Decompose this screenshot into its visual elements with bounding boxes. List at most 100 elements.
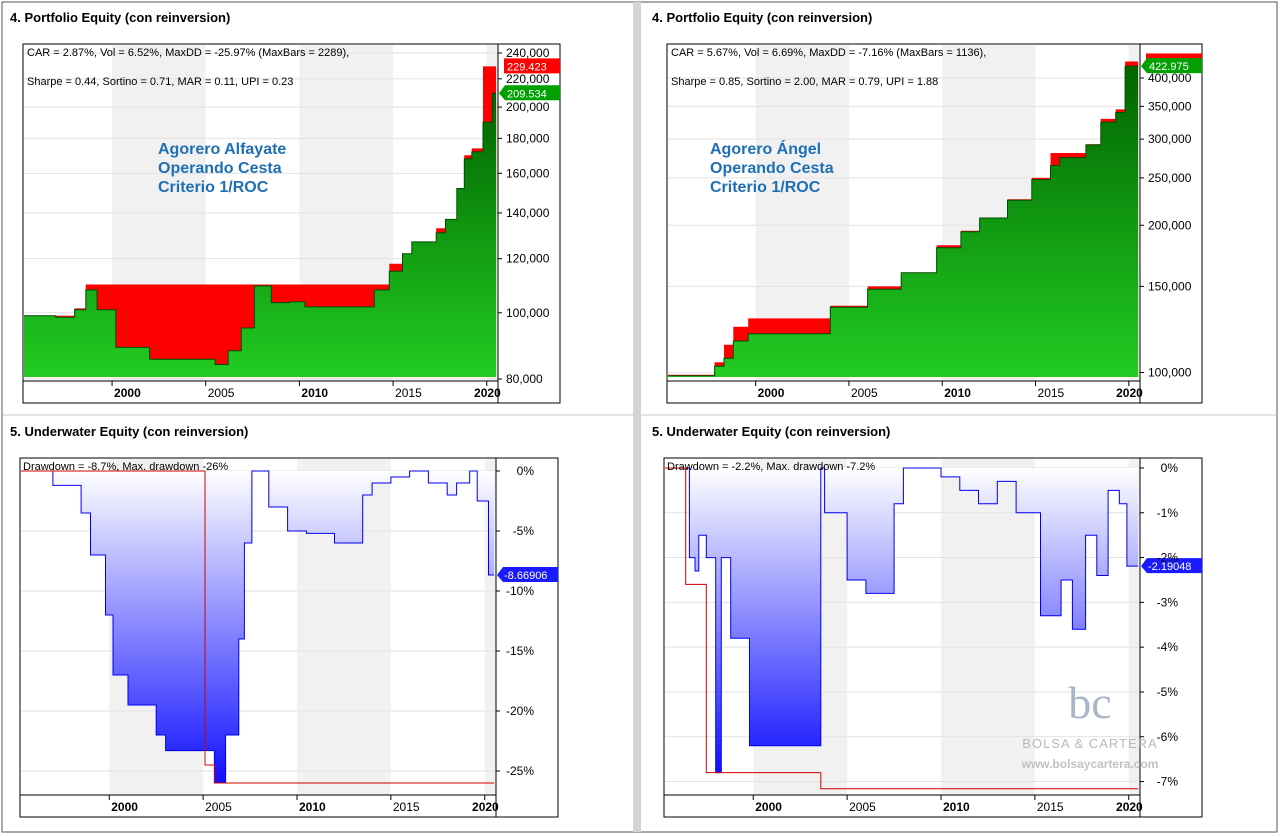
y-tick-label: 240,000 <box>506 46 550 60</box>
y-tick-label: -10% <box>506 584 534 598</box>
annotation-line: Operando Cesta <box>158 160 282 177</box>
drawdown-line <box>21 470 495 784</box>
watermark: bc BOLSA & CARTERA www.bolsaycartera.com <box>1010 677 1170 772</box>
panel-title: 5. Underwater Equity (con reinversion) <box>10 424 248 439</box>
y-tick-label: 0% <box>1161 461 1179 475</box>
x-tick-label: 2010 <box>944 386 971 400</box>
stats-line: Drawdown = -8.7%, Max. drawdown -26% <box>23 461 228 473</box>
drawdown-value-label: -8.66906 <box>504 570 547 582</box>
x-tick-label: 2010 <box>943 800 970 814</box>
drawdown-value-label: -2.19048 <box>1148 561 1191 573</box>
y-tick-label: -7% <box>1157 775 1179 789</box>
x-tick-label: 2020 <box>1116 386 1143 400</box>
drawdown-value-box <box>1141 558 1202 574</box>
x-tick-label: 2015 <box>1038 386 1065 400</box>
peak-value-marker: 229.423 <box>504 58 560 74</box>
equity-value-marker: 422.975 <box>1141 58 1202 74</box>
y-tick-label: 300,000 <box>1148 132 1192 146</box>
x-tick-label: 2005 <box>205 800 232 814</box>
peak-value-label: 229.423 <box>507 61 547 73</box>
x-tick-label: 2005 <box>208 386 235 400</box>
y-tick-label: 200,000 <box>506 100 550 114</box>
watermark-url: www.bolsaycartera.com <box>1021 757 1159 771</box>
y-tick-label: 120,000 <box>506 252 550 266</box>
panel-title: 5. Underwater Equity (con reinversion) <box>652 424 890 439</box>
x-tick-label: 2000 <box>758 386 785 400</box>
y-tick-label: -2% <box>1157 551 1179 565</box>
y-tick-label: 80,000 <box>506 372 543 386</box>
chart-panel-1: 4. Portfolio Equity (con reinversion) CAR… <box>10 10 561 404</box>
equity-value-box <box>499 85 560 101</box>
x-tick-label: 2010 <box>301 386 328 400</box>
y-tick-label: -25% <box>506 764 534 778</box>
y-tick-label: -15% <box>506 644 534 658</box>
x-tick-label: 2005 <box>849 800 876 814</box>
year-band <box>940 459 1035 795</box>
equity-area <box>24 93 497 378</box>
watermark-logo: bc <box>1068 677 1112 728</box>
annotation-line: Criterio 1/ROC <box>710 179 821 196</box>
max-drawdown-line <box>665 467 1139 790</box>
x-tick-label: 2020 <box>1116 800 1143 814</box>
y-tick-label: 100,000 <box>1148 366 1192 380</box>
equity-value-label: 209.534 <box>507 88 547 100</box>
stats-line-1: CAR = 2.87%, Vol = 6.52%, MaxDD = -25.97… <box>27 47 349 59</box>
equity-area <box>668 66 1139 377</box>
y-tick-label: -5% <box>513 524 535 538</box>
x-tick-label: 2015 <box>395 386 422 400</box>
x-tick-label: 2000 <box>114 386 141 400</box>
annotation-line: Criterio 1/ROC <box>158 179 269 196</box>
drawdown-line <box>665 467 1139 774</box>
chart-panel-3: 5. Underwater Equity (con reinversion) Dr… <box>10 424 559 818</box>
equity-value-box <box>1141 58 1202 74</box>
y-tick-label: 0% <box>517 464 535 478</box>
stats-line-2: Sharpe = 0.85, Sortino = 2.00, MAR = 0.7… <box>671 76 938 88</box>
y-tick-label: 220,000 <box>506 72 550 86</box>
equity-line <box>24 92 497 365</box>
y-tick-label: 180,000 <box>506 131 550 145</box>
equity-value-label: 422.975 <box>1149 61 1189 73</box>
watermark-name: BOLSA & CARTERA <box>1022 736 1158 751</box>
x-tick-label: 2020 <box>472 800 499 814</box>
max-drawdown-line <box>21 470 495 784</box>
annotation-line: Agorero Alfayate <box>158 141 286 158</box>
y-tick-label: -4% <box>1157 640 1179 654</box>
y-tick-label: -6% <box>1157 730 1179 744</box>
panel-title: 4. Portfolio Equity (con reinversion) <box>652 10 872 25</box>
equity-line <box>668 65 1139 377</box>
stats-line-1: CAR = 5.67%, Vol = 6.69%, MaxDD = -7.16%… <box>671 47 986 59</box>
y-tick-label: 200,000 <box>1148 218 1192 232</box>
x-tick-label: 2015 <box>393 800 420 814</box>
y-tick-label: 350,000 <box>1148 99 1192 113</box>
y-tick-label: -3% <box>1157 595 1179 609</box>
y-tick-label: 160,000 <box>506 166 550 180</box>
chart-panel-4: 5. Underwater Equity (con reinversion) Dr… <box>652 424 1203 818</box>
stats-line: Drawdown = -2.2%, Max. drawdown -7.2% <box>667 461 875 473</box>
x-tick-label: 2000 <box>755 800 782 814</box>
chart-panel-2: 4. Portfolio Equity (con reinversion) CAR… <box>652 10 1203 404</box>
x-tick-label: 2010 <box>299 800 326 814</box>
drawdown-value-box <box>497 567 558 583</box>
stats-line-2: Sharpe = 0.44, Sortino = 0.71, MAR = 0.1… <box>27 76 293 88</box>
x-tick-label: 2005 <box>851 386 878 400</box>
y-tick-label: 250,000 <box>1148 171 1192 185</box>
y-tick-label: 400,000 <box>1148 71 1192 85</box>
y-tick-label: 100,000 <box>506 306 550 320</box>
peak-value-box <box>504 58 560 74</box>
x-tick-label: 2015 <box>1037 800 1064 814</box>
year-band <box>1128 459 1140 795</box>
annotation-line: Operando Cesta <box>710 160 834 177</box>
y-tick-label: 150,000 <box>1148 279 1192 293</box>
year-band <box>484 459 496 795</box>
panel-title: 4. Portfolio Equity (con reinversion) <box>10 10 230 25</box>
y-tick-label: 140,000 <box>506 206 550 220</box>
x-tick-label: 2000 <box>111 800 138 814</box>
equity-value-marker: 209.534 <box>499 85 560 101</box>
drawdown-value-marker: -8.66906 <box>497 567 558 583</box>
y-tick-label: -5% <box>1157 685 1179 699</box>
y-tick-label: -20% <box>506 704 534 718</box>
y-tick-label: -1% <box>1157 506 1179 520</box>
x-tick-label: 2020 <box>474 386 501 400</box>
annotation-line: Agorero Ángel <box>710 139 821 158</box>
